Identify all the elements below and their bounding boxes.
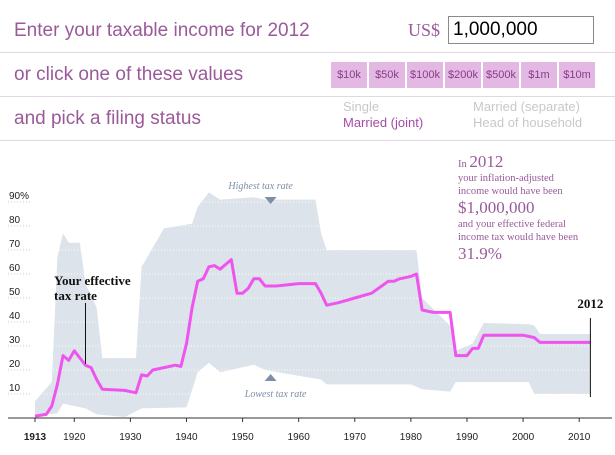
y-tick-label-80: 80 [9,215,21,226]
y-tick-label-50: 50 [9,287,21,298]
lowest-rate-arrow-icon [264,374,277,381]
highest-rate-arrow-icon [264,197,277,204]
effective-rate-annotation-line2: tax rate [54,288,97,303]
status-married-joint[interactable]: Married (joint) [343,115,424,130]
y-tick-label-10: 10 [9,383,21,394]
x-tick-label-1980: 1980 [400,432,423,443]
summary-rate: 31.9% [458,244,502,263]
preset-button-50k[interactable]: $50k [369,62,405,88]
x-tick-label-1920: 1920 [63,432,86,443]
preset-button-10m[interactable]: $10m [559,62,595,88]
tax-rate-band [35,192,591,417]
preset-button-1m[interactable]: $1m [521,62,557,88]
summary-line-3: and your effective federal [458,219,566,230]
preset-prompt: or click one of these values [14,64,244,85]
y-tick-label-20: 20 [9,359,21,370]
summary-income: $1,000,000 [458,198,535,217]
end-year-label: 2012 [577,296,603,311]
result-summary: In 2012 your inflation-adjusted income w… [458,152,608,264]
status-row: and pick a filing status Single Married … [0,96,615,141]
summary-line-4: income tax would have been [458,232,579,243]
preset-row: or click one of these values $10k $50k $… [0,52,615,97]
summary-line-2: income would have been [458,186,563,197]
y-axis-ticks: 10 20 30 40 50 60 70 80 90% [9,191,29,394]
status-prompt: and pick a filing status [14,108,201,129]
status-married-separate[interactable]: Married (separate) [473,99,580,114]
x-tick-label-2000: 2000 [512,432,535,443]
y-tick-label-60: 60 [9,263,21,274]
x-tick-label-1940: 1940 [175,432,198,443]
summary-in-text: In [458,159,467,170]
effective-rate-annotation-line1: Your effective [54,273,131,288]
preset-button-10k[interactable]: $10k [331,62,367,88]
income-prompt: Enter your taxable income for 2012 [14,20,310,41]
preset-button-100k[interactable]: $100k [407,62,443,88]
x-axis-ticks: 1913 1920 1930 1940 1950 1960 1970 1980 1990 2000… [24,418,591,443]
x-tick-label-2010: 2010 [568,432,591,443]
controls-panel: Enter your taxable income for 2012 US$ o… [0,0,615,148]
preset-button-500k[interactable]: $500k [483,62,519,88]
summary-line-1: your inflation-adjusted [458,173,554,184]
preset-button-200k[interactable]: $200k [445,62,481,88]
effective-rate-line [34,258,591,418]
x-tick-label-1913: 1913 [24,432,47,443]
x-tick-label-1930: 1930 [119,432,142,443]
y-gridlines [8,201,610,395]
y-tick-label-30: 30 [9,335,21,346]
income-input[interactable] [448,16,594,44]
y-tick-label-70: 70 [9,239,21,250]
highest-rate-label: Highest tax rate [227,181,293,192]
x-tick-label-1960: 1960 [288,432,311,443]
y-tick-label-40: 40 [9,311,21,322]
y-tick-label-90: 90% [9,191,29,202]
currency-label: US$ [408,20,441,40]
status-head-of-household[interactable]: Head of household [473,115,583,130]
x-tick-label-1990: 1990 [456,432,479,443]
x-tick-label-1970: 1970 [344,432,367,443]
summary-year: 2012 [469,152,504,171]
status-single[interactable]: Single [343,99,380,114]
income-row: Enter your taxable income for 2012 US$ [0,8,615,53]
x-tick-label-1950: 1950 [231,432,254,443]
lowest-rate-label: Lowest tax rate [244,389,307,400]
